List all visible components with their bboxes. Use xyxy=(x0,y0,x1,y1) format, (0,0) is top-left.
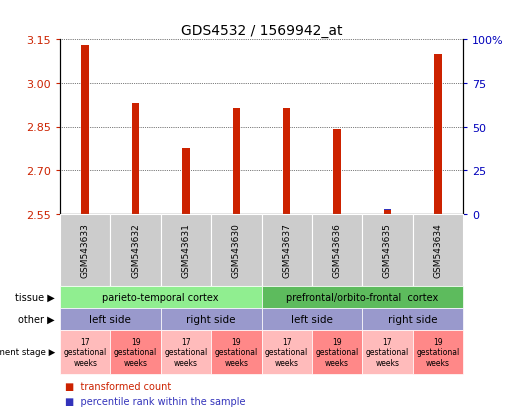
Text: GSM543631: GSM543631 xyxy=(181,223,190,278)
Text: GSM543636: GSM543636 xyxy=(333,223,341,278)
Text: ■  transformed count: ■ transformed count xyxy=(65,381,171,391)
Bar xyxy=(283,202,290,214)
Bar xyxy=(384,210,391,214)
Bar xyxy=(182,201,190,214)
Text: prefrontal/orbito-frontal  cortex: prefrontal/orbito-frontal cortex xyxy=(286,292,438,302)
Text: left side: left side xyxy=(89,314,131,324)
Bar xyxy=(333,201,341,214)
Text: 19
gestational
weeks: 19 gestational weeks xyxy=(215,337,258,367)
Text: GSM543634: GSM543634 xyxy=(433,223,442,278)
Bar xyxy=(182,149,190,214)
Bar xyxy=(132,104,139,214)
Bar xyxy=(232,108,240,214)
Bar xyxy=(434,55,441,214)
Text: 17
gestational
weeks: 17 gestational weeks xyxy=(164,337,208,367)
Bar xyxy=(384,209,391,214)
Text: tissue ▶: tissue ▶ xyxy=(15,292,55,302)
Text: left side: left side xyxy=(291,314,333,324)
Text: right side: right side xyxy=(388,314,437,324)
Text: 19
gestational
weeks: 19 gestational weeks xyxy=(416,337,460,367)
Text: 17
gestational
weeks: 17 gestational weeks xyxy=(265,337,309,367)
Bar xyxy=(283,108,290,214)
Text: ■  percentile rank within the sample: ■ percentile rank within the sample xyxy=(65,396,245,406)
Text: GSM543635: GSM543635 xyxy=(383,223,392,278)
Bar xyxy=(81,206,89,214)
Text: GSM543632: GSM543632 xyxy=(131,223,140,278)
Bar xyxy=(132,201,139,214)
Bar xyxy=(81,46,89,214)
Title: GDS4532 / 1569942_at: GDS4532 / 1569942_at xyxy=(181,24,342,38)
Text: right side: right side xyxy=(186,314,236,324)
Bar xyxy=(434,201,441,214)
Text: 19
gestational
weeks: 19 gestational weeks xyxy=(316,337,359,367)
Text: 17
gestational
weeks: 17 gestational weeks xyxy=(366,337,409,367)
Bar xyxy=(333,130,341,214)
Text: 19
gestational
weeks: 19 gestational weeks xyxy=(114,337,157,367)
Bar xyxy=(232,202,240,214)
Text: other ▶: other ▶ xyxy=(18,314,55,324)
Text: GSM543633: GSM543633 xyxy=(81,223,90,278)
Text: GSM543630: GSM543630 xyxy=(232,223,241,278)
Text: development stage ▶: development stage ▶ xyxy=(0,348,55,357)
Text: parieto-temporal cortex: parieto-temporal cortex xyxy=(103,292,219,302)
Text: 17
gestational
weeks: 17 gestational weeks xyxy=(64,337,107,367)
Text: GSM543637: GSM543637 xyxy=(282,223,291,278)
